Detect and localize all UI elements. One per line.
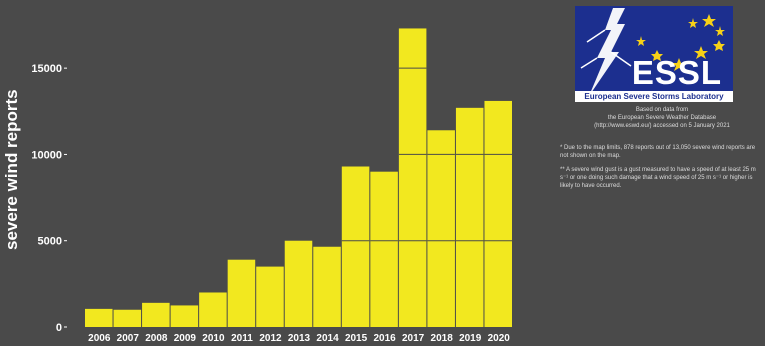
x-tick-label: 2013 [288, 333, 311, 344]
y-tick-label: 15000 [31, 63, 62, 75]
bar-2013 [284, 240, 313, 327]
bar-2017 [398, 28, 427, 328]
star-icons [636, 14, 725, 71]
bar-2018 [427, 130, 455, 327]
x-tick-label: 2010 [202, 333, 225, 344]
bar-chart: 2006 2007 2008 2009 2010 2011 2012 2013 2014 2015… [31, 28, 512, 344]
x-tick-label: 2008 [145, 333, 168, 344]
logo-name: European Severe Storms Laboratory [575, 91, 733, 102]
source-line-2: the European Severe Weather Database [607, 115, 717, 121]
bar-2014 [313, 246, 341, 327]
bar-2008 [142, 302, 170, 327]
y-tick-label: 0 [56, 322, 62, 334]
source-line-1: Based on data from [635, 107, 689, 113]
lightning-icon [580, 8, 725, 96]
y-axis-label: severe wind reports [2, 89, 21, 251]
x-tick-label: 2018 [431, 333, 454, 344]
x-tick-label: 2007 [117, 333, 140, 344]
x-tick-label: 2019 [459, 333, 482, 344]
source-line-3: (http://www.eswd.eu/) accessed on 5 Janu… [594, 123, 730, 129]
bar-2012 [256, 266, 284, 327]
logo-acronym: ESSL [631, 54, 723, 91]
data-source: Based on data from the European Severe W… [560, 106, 764, 130]
y-tick-label: 5000 [38, 236, 62, 248]
bar-2010 [199, 292, 227, 327]
y-tick-label: 10000 [31, 149, 62, 161]
bar-2019 [455, 107, 484, 327]
x-tick-label: 2016 [373, 333, 396, 344]
bar-2020 [484, 100, 512, 327]
x-tick-label: 2012 [259, 333, 282, 344]
essl-logo: ESSL European Severe Storms Laboratory [575, 6, 733, 102]
x-tick-label: 2017 [402, 333, 425, 344]
x-tick-label: 2020 [488, 333, 511, 344]
x-tick-label: 2006 [88, 333, 111, 344]
footnotes: * Due to the map limits, 878 reports out… [560, 144, 765, 196]
x-tick-label: 2015 [345, 333, 368, 344]
bar-2011 [227, 259, 256, 327]
x-tick-label: 2009 [174, 333, 197, 344]
x-tick-label: 2014 [316, 333, 339, 344]
bar-2016 [370, 171, 398, 327]
bar-2007 [113, 309, 142, 327]
footnote-1: * Due to the map limits, 878 reports out… [560, 145, 756, 159]
bar-2015 [341, 166, 370, 327]
footnote-2: ** A severe wind gust is a gust measured… [560, 167, 756, 189]
bar-2009 [170, 305, 199, 327]
bar-2006 [85, 308, 113, 327]
x-tick-label: 2011 [231, 333, 253, 344]
